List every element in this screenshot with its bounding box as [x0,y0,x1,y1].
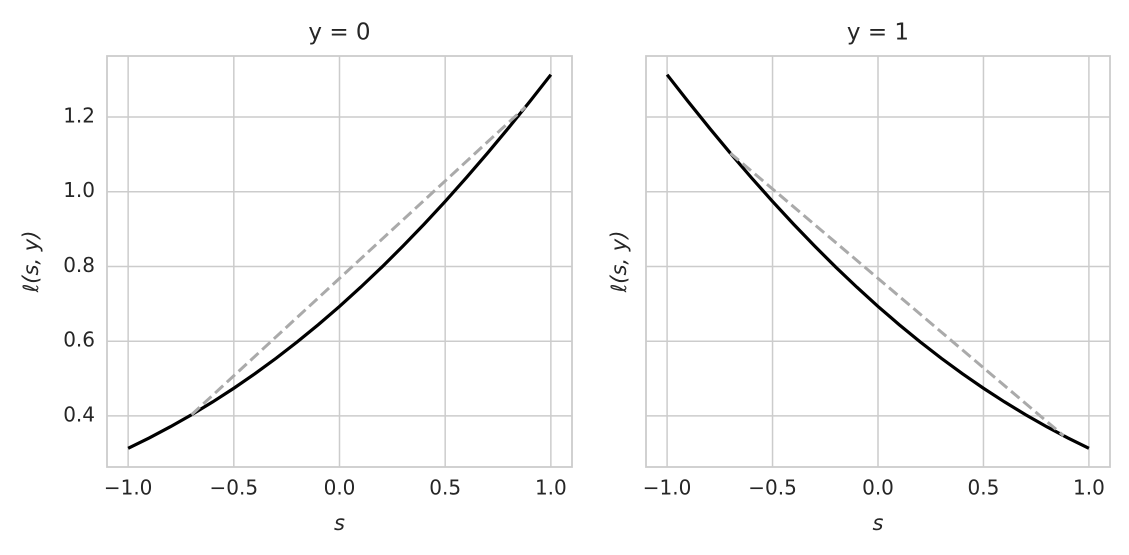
x-tick-label: 0.5 [429,476,461,500]
y-tick-label: 0.6 [63,328,95,352]
loss-line [190,105,527,416]
x-tick-label: 0.0 [862,476,894,500]
x-tick-label: −1.0 [643,476,692,500]
loss-line [665,73,1090,450]
x-tick-label: −1.0 [104,476,153,500]
x-tick-label: 0.0 [324,476,356,500]
x-tick-label: 1.0 [535,476,567,500]
axes-frame [106,55,573,468]
x-axis-label: s [873,511,884,535]
y-tick-label: 1.2 [63,104,95,128]
y-axis-label: ℓ(s, y) [607,231,631,294]
x-axis-label: s [334,511,345,535]
y-tick-label: 1.0 [63,178,95,202]
y-axis-label: ℓ(s, y) [19,231,43,294]
loss-line [729,152,1065,437]
chart-title: y = 1 [847,20,909,46]
x-tick-label: 0.5 [968,476,1000,500]
x-tick-label: 1.0 [1073,476,1105,500]
axes-frame [645,55,1111,468]
y-tick-label: 0.8 [63,253,95,277]
x-tick-label: −0.5 [210,476,259,500]
y-tick-label: 0.4 [63,402,95,426]
x-tick-label: −0.5 [748,476,797,500]
chart-title: y = 0 [308,20,370,46]
loss-line [127,73,553,450]
